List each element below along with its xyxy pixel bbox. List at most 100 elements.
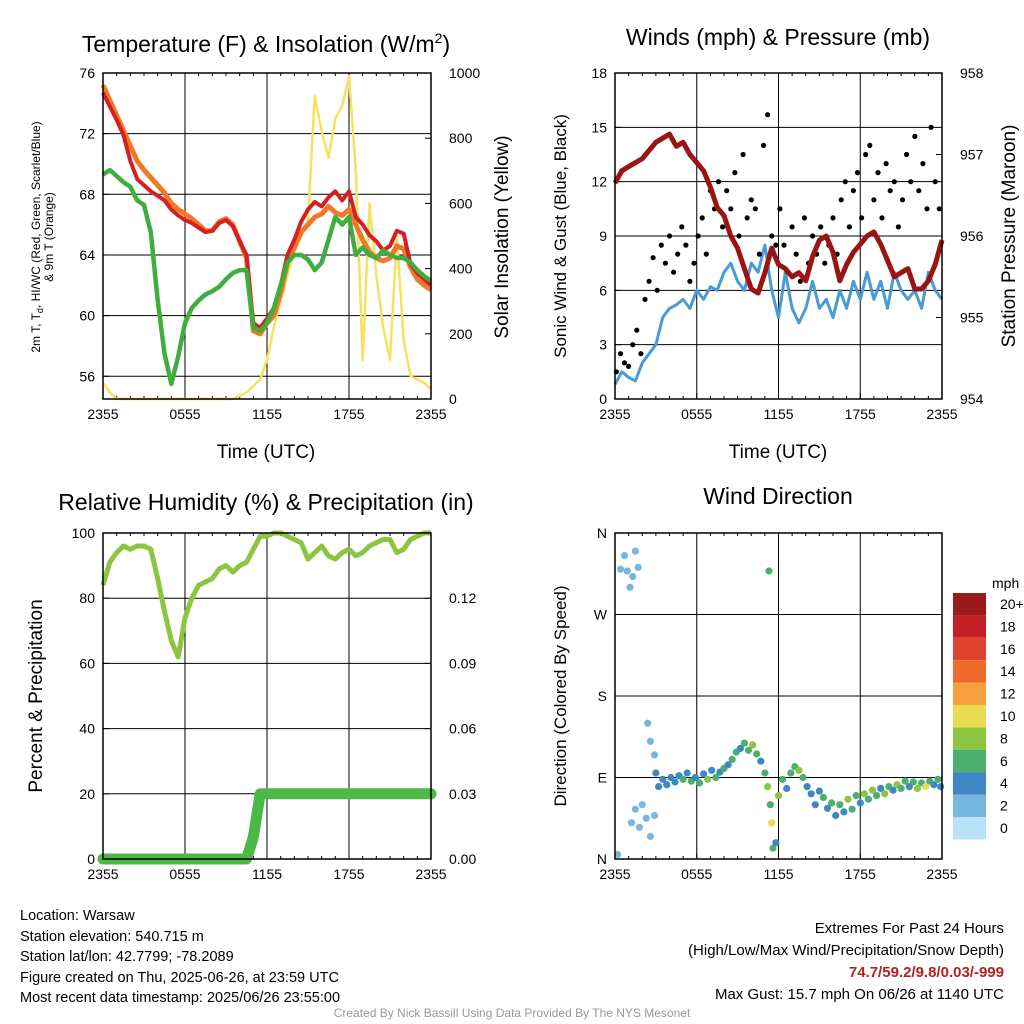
gust-point — [765, 112, 771, 118]
direction-point — [937, 783, 945, 791]
direction-point — [753, 750, 761, 758]
legend-label: 20+ — [1000, 596, 1024, 612]
gust-point — [863, 151, 869, 158]
direction-point — [655, 783, 663, 791]
direction-point — [634, 563, 642, 572]
gust-point — [908, 179, 914, 185]
direction-point — [905, 783, 913, 791]
rh-ylabel: Percent & Precipitation — [26, 599, 47, 792]
direction-point — [868, 786, 877, 794]
gust-point — [675, 251, 681, 257]
gust-point — [912, 133, 918, 139]
legend-swatch — [953, 794, 986, 817]
direction-point — [787, 769, 795, 777]
gust-point — [936, 206, 942, 212]
gust-point — [822, 260, 828, 266]
x-tick-label: 1755 — [845, 406, 876, 422]
gust-point — [895, 224, 902, 230]
extremes-title: Extremes For Past 24 Hours — [814, 920, 1004, 937]
direction-point — [836, 801, 844, 809]
direction-point — [712, 773, 720, 782]
direction-point — [620, 552, 629, 560]
y2-tick-label: 955 — [960, 310, 984, 326]
y-tick-label: 100 — [72, 525, 96, 541]
direction-point — [811, 801, 819, 809]
direction-point — [881, 790, 889, 798]
direction-point — [779, 775, 787, 783]
direction-point — [930, 781, 938, 789]
direction-point — [631, 805, 640, 813]
gust-point — [748, 197, 754, 203]
gust-point — [875, 170, 881, 176]
y-tick-label: 6 — [599, 282, 607, 298]
gust-point — [928, 124, 934, 130]
gust-point — [658, 242, 664, 248]
direction-point — [616, 565, 625, 573]
direction-point — [783, 784, 791, 793]
y2-tick-label: 0.00 — [449, 851, 476, 867]
gust-point — [879, 215, 885, 221]
direction-point — [614, 850, 622, 859]
gust-point — [720, 224, 726, 230]
direction-point — [638, 801, 646, 809]
direction-point — [765, 567, 773, 575]
gust-point — [924, 206, 930, 212]
temp-y2label: Solar Insolation (Yellow) — [492, 135, 513, 338]
x-tick-label: 1155 — [252, 406, 282, 422]
gust-point — [773, 242, 779, 248]
direction-point — [650, 811, 659, 820]
direction-point — [922, 783, 930, 791]
direction-point — [683, 769, 691, 777]
gust-point — [899, 197, 906, 203]
direction-point — [832, 811, 840, 820]
gust-point — [818, 224, 824, 230]
gust-point — [932, 179, 938, 185]
gust-point — [850, 188, 857, 194]
direction-point — [807, 790, 815, 798]
y2-tick-label: 0.09 — [449, 655, 476, 671]
gust-point — [883, 161, 889, 167]
y2-tick-label: 1000 — [449, 65, 480, 81]
x-tick-label: 1155 — [763, 406, 793, 422]
gust-point — [630, 342, 636, 348]
direction-point — [848, 805, 856, 813]
y-tick-label: N — [597, 851, 607, 867]
gust-point — [691, 260, 697, 266]
gust-point — [769, 233, 775, 239]
gust-point — [810, 233, 816, 239]
gust-point — [887, 188, 893, 194]
y2-tick-label: 800 — [449, 130, 473, 146]
y-tick-label: 56 — [79, 368, 95, 384]
gust-point — [699, 215, 705, 221]
gust-point — [781, 242, 787, 248]
gust-point — [846, 224, 853, 230]
y2-tick-label: 200 — [449, 326, 473, 342]
gust-point — [891, 179, 897, 185]
direction-point — [659, 775, 667, 783]
temp-ylabel: 2m T, Td, HI/WC (Red, Green, Scarlet/Blu… — [29, 121, 45, 352]
gust-point — [683, 242, 689, 248]
y-tick-label: 68 — [79, 186, 95, 202]
direction-point — [815, 787, 824, 795]
gust-point — [642, 296, 648, 302]
direction-point — [724, 761, 732, 769]
direction-point — [626, 583, 634, 591]
plot-border — [102, 532, 432, 860]
gust-point — [695, 233, 701, 239]
max-gust-text: Max Gust: 15.7 mph On 06/26 at 1140 UTC — [714, 986, 1004, 1003]
wind-y2label: Station Pressure (Maroon) — [999, 125, 1020, 348]
y2-tick-label: 0.12 — [449, 590, 476, 606]
direction-point — [769, 844, 777, 852]
direction-point — [897, 784, 905, 793]
wind-title: Winds (mph) & Pressure (mb) — [626, 24, 930, 50]
y2-tick-label: 400 — [449, 261, 473, 277]
direction-point — [889, 786, 897, 794]
direction-point — [629, 572, 637, 581]
gust-point — [838, 197, 844, 203]
y2-tick-label: 956 — [960, 228, 984, 244]
gust-point — [760, 142, 767, 148]
x-tick-label: 2355 — [87, 866, 118, 882]
direction-point — [909, 778, 918, 786]
direction-point — [819, 793, 828, 802]
